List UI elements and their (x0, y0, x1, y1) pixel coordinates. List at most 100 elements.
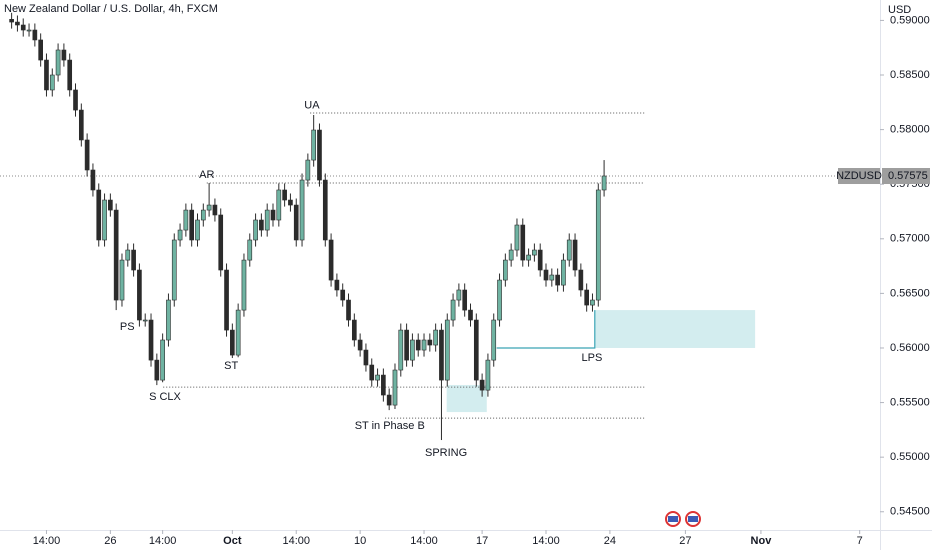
y-tick-label: 0.55500 (890, 396, 930, 408)
candle-body (78, 109, 84, 141)
candle-body (55, 49, 61, 76)
candle-body (456, 289, 462, 301)
candle-body (369, 364, 375, 381)
candle-body (32, 29, 38, 41)
candle-body (195, 219, 200, 241)
candle-body (520, 224, 526, 261)
candle-body (415, 339, 421, 351)
candle-body (473, 319, 479, 381)
candle-body (404, 329, 409, 361)
candle-body (566, 239, 572, 261)
candle-body (224, 269, 229, 331)
y-tick-label: 0.58500 (890, 69, 930, 81)
candle-body (84, 139, 90, 171)
candle-body (595, 189, 601, 301)
candle-body (206, 204, 212, 211)
candle-body (241, 259, 247, 311)
candle-body (479, 379, 485, 391)
candle-body (160, 339, 165, 381)
candle-body (119, 259, 125, 301)
y-tick-label: 0.55000 (890, 451, 930, 463)
annotation: ST in Phase B (355, 420, 425, 432)
candle-body (276, 189, 282, 221)
x-tick-label: 26 (104, 535, 116, 547)
x-tick-label: 17 (476, 535, 488, 547)
candle-body (113, 209, 119, 301)
candle-body (346, 299, 351, 321)
candle-body (322, 179, 328, 241)
candle-body (491, 319, 497, 361)
x-tick-label: 14:00 (149, 535, 177, 547)
candle-body (351, 319, 357, 341)
candle-body (247, 239, 253, 261)
candle-body (183, 209, 189, 231)
x-tick-label: 10 (354, 535, 366, 547)
candle-body (375, 374, 380, 381)
last-price-label: 0.57575 (888, 170, 928, 182)
candle-body (177, 229, 183, 241)
candle-body (549, 274, 555, 281)
candle-body (439, 329, 444, 381)
candle-body (381, 374, 386, 396)
x-tick-label: 14:00 (410, 535, 438, 547)
candle-body (555, 274, 560, 286)
candle-body (590, 299, 595, 306)
candle-body (253, 219, 258, 241)
candle-body (218, 214, 224, 271)
y-tick-label: 0.57000 (890, 233, 930, 245)
candle-body (572, 239, 578, 271)
candle-body (468, 309, 473, 321)
candle-body (357, 339, 363, 351)
candle-body (578, 269, 584, 291)
annotation: PS (120, 321, 135, 333)
candle-body (299, 179, 305, 241)
candle-body (543, 269, 549, 281)
candle-body (9, 19, 14, 23)
candle-body (96, 189, 102, 241)
candle-body (450, 299, 456, 321)
candle-body (398, 329, 404, 371)
candle-body (561, 259, 566, 286)
candle-body (305, 159, 311, 181)
chart-title: New Zealand Dollar / U.S. Dollar, 4h, FX… (4, 3, 218, 15)
candle-body (427, 339, 433, 346)
candle-body (288, 199, 293, 206)
candle-body (189, 209, 195, 241)
event-icon-flag (668, 516, 678, 522)
candle-body (108, 199, 113, 211)
x-tick-label: 24 (604, 535, 616, 547)
candle-body (148, 319, 154, 361)
candle-body (386, 394, 392, 406)
annotation: UA (304, 99, 320, 111)
candle-body (334, 279, 340, 291)
x-tick-label: 14:00 (532, 535, 560, 547)
annotation: LPS (581, 352, 602, 364)
candle-body (26, 29, 32, 32)
candle-body (125, 249, 131, 261)
lps-line (496, 310, 596, 349)
y-tick-label: 0.58000 (890, 124, 930, 136)
candle-body (584, 289, 589, 306)
y-tick-label: 0.59000 (890, 14, 930, 26)
y-axis-label: USD (888, 4, 911, 16)
candle-body (67, 59, 73, 91)
candle-body (410, 339, 415, 361)
zone (594, 310, 756, 348)
last-price-tag (882, 168, 930, 185)
annotation: S CLX (149, 391, 181, 403)
candle-body (102, 199, 107, 241)
candle-body (601, 175, 607, 191)
candle-body (537, 249, 543, 271)
symbol-label: NZDUSD (836, 170, 882, 182)
x-tick-label: 14:00 (33, 535, 61, 547)
candle-body (485, 359, 491, 391)
y-tick-label: 0.54500 (890, 506, 930, 518)
candle-body (171, 239, 177, 301)
candle-body (230, 329, 235, 356)
candle-body (293, 204, 299, 241)
candle-body (235, 309, 241, 356)
candle-body (317, 129, 322, 181)
